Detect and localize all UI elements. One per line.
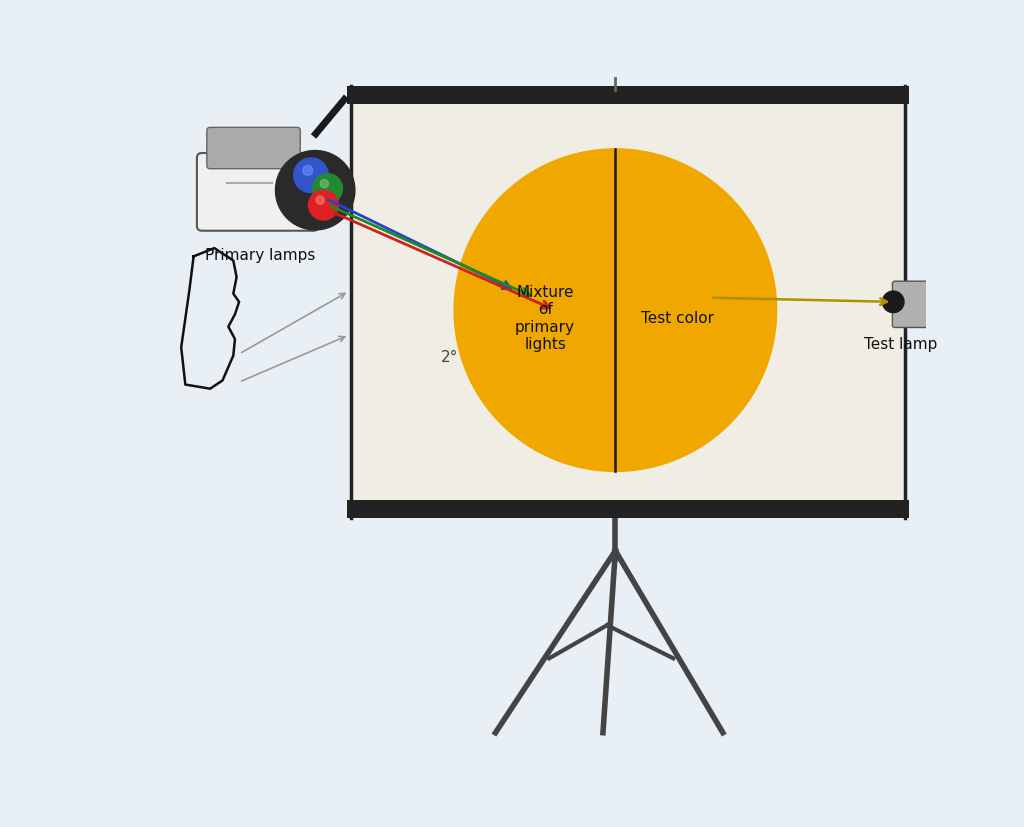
Circle shape: [321, 179, 329, 188]
Circle shape: [316, 196, 325, 204]
FancyBboxPatch shape: [893, 281, 940, 327]
Circle shape: [275, 151, 355, 230]
Circle shape: [454, 149, 776, 471]
Circle shape: [294, 158, 329, 193]
FancyBboxPatch shape: [197, 153, 318, 231]
Circle shape: [308, 190, 338, 220]
Text: Mixture
of
primary
lights: Mixture of primary lights: [515, 284, 575, 352]
Text: 2°: 2°: [441, 350, 459, 365]
Circle shape: [312, 174, 342, 203]
FancyBboxPatch shape: [351, 86, 905, 518]
FancyBboxPatch shape: [346, 500, 909, 518]
Text: Primary lamps: Primary lamps: [205, 248, 315, 263]
Text: Test color: Test color: [641, 311, 714, 326]
Circle shape: [883, 291, 904, 313]
FancyBboxPatch shape: [346, 86, 909, 104]
FancyBboxPatch shape: [207, 127, 300, 169]
Circle shape: [303, 165, 312, 175]
Text: Test lamp: Test lamp: [864, 337, 937, 352]
